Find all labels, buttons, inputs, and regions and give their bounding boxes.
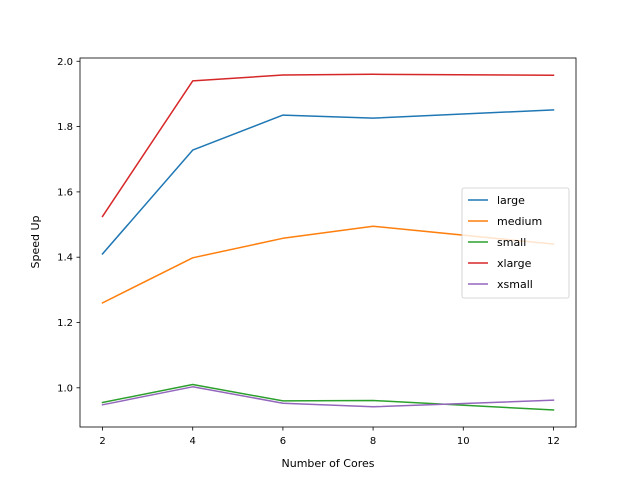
y-axis-ticks: 1.0 1.2 1.4 1.6 1.8 2.0 — [57, 57, 80, 394]
plot-frame — [79, 57, 577, 428]
legend-label-small: small — [497, 236, 526, 249]
x-tick-label: 2 — [99, 436, 105, 447]
series-line-medium — [101, 225, 555, 304]
x-tick-label: 10 — [457, 436, 470, 447]
y-tick-label: 1.4 — [57, 253, 73, 264]
x-tick-label: 4 — [190, 436, 196, 447]
series-layer — [101, 73, 555, 411]
series-line-small — [101, 383, 555, 411]
series-line-xlarge — [101, 73, 555, 218]
y-axis-label: Speed Up — [29, 215, 42, 268]
y-tick-label: 1.6 — [57, 187, 73, 198]
x-axis-label: Number of Cores — [282, 457, 375, 470]
x-axis-ticks: 2 4 6 8 10 12 — [99, 427, 560, 447]
y-tick-label: 1.2 — [57, 318, 73, 329]
legend-label-xsmall: xsmall — [497, 278, 533, 291]
legend-box — [461, 187, 570, 299]
x-tick-label: 12 — [547, 436, 560, 447]
y-tick-label: 1.8 — [57, 122, 73, 133]
y-tick-label: 2.0 — [57, 57, 73, 68]
legend-label-xlarge: xlarge — [497, 257, 532, 270]
legend-label-large: large — [497, 194, 525, 207]
legend-label-medium: medium — [497, 215, 542, 228]
series-line-xsmall — [101, 386, 555, 408]
x-tick-label: 6 — [280, 436, 286, 447]
axes-layer — [79, 57, 577, 428]
series-line-large — [101, 109, 555, 255]
y-tick-label: 1.0 — [57, 383, 73, 394]
x-tick-label: 8 — [370, 436, 376, 447]
legend: large medium small xlarge xsmall — [461, 187, 570, 299]
